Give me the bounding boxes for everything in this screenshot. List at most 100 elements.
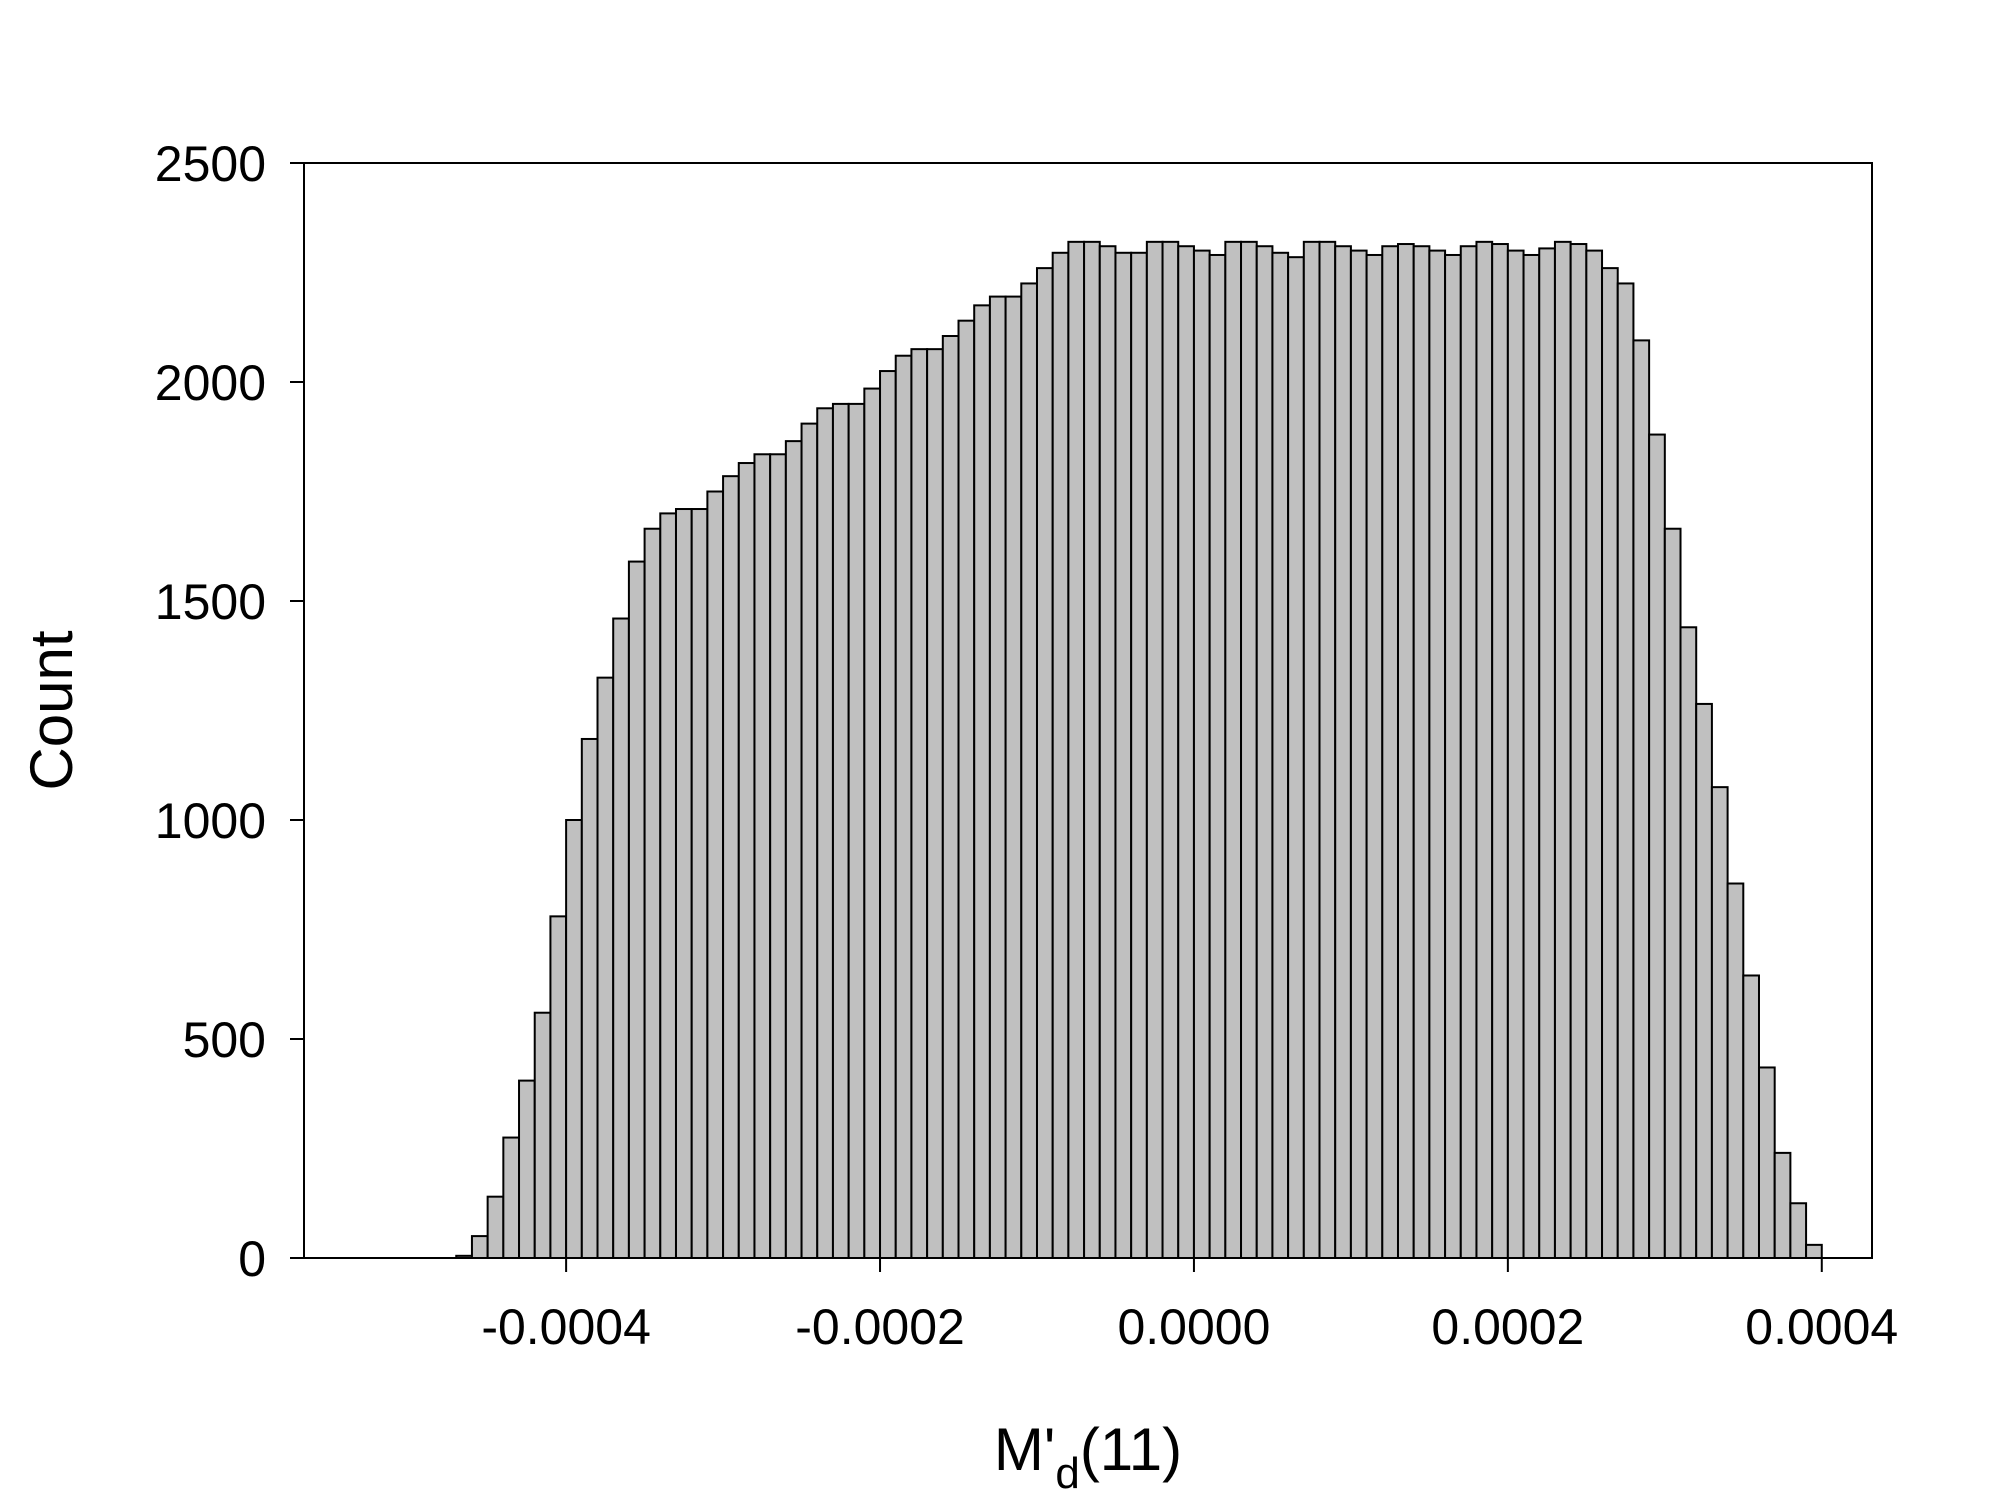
histogram-bar: [1522, 253, 1541, 1260]
y-axis: 0 500 1000 1500 2000 2500: [155, 136, 304, 1287]
y-tick-label: 0: [238, 1231, 266, 1287]
histogram-bar: [1569, 243, 1588, 1259]
histogram-bar: [1601, 267, 1619, 1259]
histogram-bar: [769, 453, 787, 1259]
histogram-bar: [1553, 240, 1572, 1259]
histogram-bar: [1695, 702, 1713, 1259]
histogram-bar: [1773, 1151, 1792, 1260]
y-tick-label: 2500: [155, 136, 266, 192]
histogram-bar: [486, 1195, 505, 1260]
histogram-bar: [1192, 249, 1211, 1260]
histogram-bar: [847, 402, 866, 1259]
histogram-bar: [722, 475, 740, 1260]
x-axis-title-subscript: d: [1055, 1449, 1079, 1498]
histogram-bar: [1491, 243, 1509, 1259]
x-tick-label: 0.0004: [1745, 1299, 1898, 1355]
histogram-bar: [659, 512, 677, 1259]
histogram-bar: [1632, 339, 1651, 1259]
histogram-bar: [957, 319, 976, 1259]
x-tick-label: -0.0002: [795, 1299, 965, 1355]
histogram-bar: [1098, 245, 1117, 1260]
x-axis-title-suffix: (11): [1080, 1416, 1182, 1483]
histogram-bar: [1051, 251, 1070, 1260]
histogram-bar: [1726, 882, 1745, 1259]
histogram-bar: [612, 617, 630, 1259]
histogram-bar: [910, 348, 929, 1259]
x-axis: -0.0004 -0.0002 0.0000 0.0002 0.0004: [481, 1258, 1898, 1355]
histogram-bar: [1287, 256, 1305, 1260]
x-tick-label: 0.0002: [1431, 1299, 1584, 1355]
histogram-bar: [879, 370, 897, 1259]
histogram-bar: [1161, 240, 1180, 1259]
x-tick-label: 0.0000: [1117, 1299, 1270, 1355]
histogram-bar: [1506, 249, 1525, 1260]
histogram-bar: [533, 1011, 552, 1259]
histogram-bar: [1271, 251, 1290, 1260]
histogram-bar: [753, 453, 772, 1259]
histogram-bar: [1224, 240, 1243, 1259]
histogram-bar: [1365, 253, 1384, 1260]
histogram-bar: [1067, 240, 1086, 1259]
histogram-bar: [1459, 245, 1478, 1260]
y-tick-label: 500: [183, 1012, 266, 1068]
histogram-bar: [1475, 240, 1494, 1259]
histogram-bar: [1349, 249, 1368, 1260]
histogram-bar: [737, 462, 756, 1259]
histogram-bar: [1412, 245, 1431, 1260]
histogram-bar: [816, 407, 834, 1259]
histogram-bar: [518, 1079, 536, 1259]
histogram-bar: [1396, 243, 1415, 1259]
histogram-bar: [1177, 245, 1195, 1260]
histogram-bar: [1428, 249, 1447, 1260]
histogram-bar: [973, 304, 991, 1260]
histogram-bar: [1020, 282, 1038, 1259]
histogram-bar: [643, 527, 662, 1259]
histogram-bar: [1538, 247, 1556, 1260]
histogram-bar: [1302, 240, 1321, 1259]
histogram-bar: [549, 915, 568, 1259]
histogram-bar: [502, 1136, 521, 1260]
histogram-bar: [894, 354, 913, 1260]
histogram-bar: [926, 348, 944, 1259]
histogram-bar: [1208, 253, 1227, 1260]
histogram-bar: [1616, 282, 1635, 1259]
y-tick-label: 1500: [155, 574, 266, 630]
y-axis-title: Count: [18, 630, 85, 790]
histogram-bar: [674, 508, 693, 1259]
histogram-bar: [1334, 245, 1352, 1260]
x-axis-title-main: M': [994, 1416, 1055, 1483]
y-tick-label: 1000: [155, 793, 266, 849]
histogram-bar: [1255, 245, 1274, 1260]
histogram-bar: [1114, 251, 1133, 1260]
histogram-bar: [1585, 249, 1604, 1260]
histogram-bar: [988, 295, 1007, 1259]
histogram-bar: [1035, 267, 1054, 1259]
histogram-bar: [470, 1235, 489, 1259]
histogram-bar: [1663, 527, 1682, 1259]
histogram-bar: [863, 387, 882, 1259]
histogram-bar: [1679, 626, 1698, 1259]
histogram-bar: [627, 560, 646, 1259]
histogram-bar: [1757, 1066, 1776, 1259]
y-tick-label: 2000: [155, 355, 266, 411]
histogram-bar: [1083, 240, 1101, 1259]
x-tick-label: -0.0004: [481, 1299, 651, 1355]
histogram-bar: [800, 422, 819, 1259]
histogram-bar: [1145, 240, 1164, 1259]
bars-group: [455, 240, 1823, 1260]
histogram-bar: [690, 508, 709, 1259]
histogram-bar: [831, 402, 850, 1259]
histogram-bar: [941, 335, 960, 1259]
x-axis-title: M'd(11): [994, 1416, 1182, 1498]
histogram-bar: [1742, 974, 1760, 1259]
histogram-bar: [1444, 253, 1462, 1260]
histogram-bar: [706, 490, 725, 1259]
histogram-bar: [580, 737, 599, 1259]
histogram-bar: [1240, 240, 1258, 1259]
plot-frame: [303, 162, 1873, 1259]
histogram-bar: [1318, 240, 1337, 1259]
histogram-bar: [596, 676, 615, 1259]
histogram-bar: [1130, 251, 1148, 1260]
histogram-bar: [1004, 295, 1023, 1259]
